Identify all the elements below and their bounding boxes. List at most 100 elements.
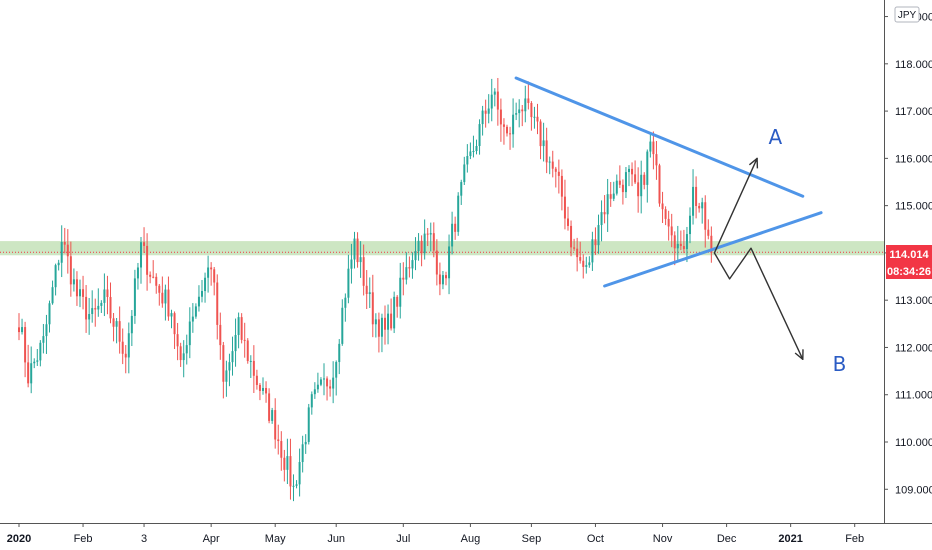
candle-body bbox=[390, 313, 393, 329]
candle bbox=[124, 345, 127, 374]
candle-body bbox=[695, 186, 698, 207]
candle-body bbox=[213, 269, 216, 283]
candle bbox=[201, 279, 203, 303]
candle-body bbox=[634, 174, 637, 183]
candle bbox=[268, 388, 271, 424]
time-tick-label: Nov bbox=[653, 533, 673, 545]
candle-body bbox=[554, 168, 557, 172]
candle bbox=[118, 306, 121, 354]
candle bbox=[219, 312, 222, 360]
candle-body bbox=[274, 410, 277, 440]
candle bbox=[18, 313, 20, 341]
scenario-b-path[interactable] bbox=[713, 247, 804, 360]
candle-body bbox=[563, 196, 566, 219]
candle bbox=[533, 106, 536, 129]
candle-body bbox=[319, 379, 322, 385]
candle-body bbox=[228, 362, 231, 371]
candle bbox=[591, 231, 594, 271]
candle bbox=[185, 334, 188, 365]
currency-badge-box bbox=[894, 6, 920, 23]
candle bbox=[350, 243, 353, 284]
candle bbox=[301, 435, 304, 473]
candle bbox=[66, 229, 69, 274]
candle bbox=[374, 313, 377, 338]
candle-body bbox=[121, 341, 124, 354]
candle bbox=[194, 303, 197, 319]
candle bbox=[225, 360, 228, 397]
time-tick-label: Sep bbox=[522, 533, 542, 545]
candle bbox=[640, 160, 643, 214]
candle-body bbox=[512, 114, 515, 135]
candle bbox=[173, 311, 176, 350]
candle-body bbox=[173, 313, 176, 335]
candle bbox=[695, 176, 698, 219]
candle bbox=[420, 235, 423, 267]
candle bbox=[265, 381, 268, 403]
drawings-layer[interactable]: AB bbox=[514, 76, 847, 376]
candle bbox=[551, 150, 554, 178]
triangle-upper-trendline[interactable] bbox=[514, 76, 805, 198]
candle bbox=[579, 241, 582, 264]
candle bbox=[515, 102, 518, 121]
candle-body bbox=[682, 246, 685, 250]
candle bbox=[197, 285, 200, 312]
candle-body bbox=[353, 238, 356, 260]
candle-body bbox=[201, 291, 203, 297]
candle bbox=[155, 273, 158, 294]
candle-body bbox=[329, 386, 332, 389]
candle-body bbox=[469, 151, 472, 157]
candle-body bbox=[588, 262, 591, 266]
candle bbox=[127, 322, 130, 374]
candle-body bbox=[231, 351, 234, 363]
candle bbox=[323, 363, 325, 396]
candle bbox=[582, 254, 585, 279]
scenario-a-path[interactable] bbox=[713, 157, 758, 254]
candle bbox=[667, 210, 670, 241]
candle-body bbox=[146, 245, 149, 275]
candle bbox=[411, 252, 414, 279]
candle bbox=[140, 236, 142, 284]
candle bbox=[27, 344, 30, 388]
time-tick-label: Feb bbox=[74, 533, 93, 545]
scenario-label-b: B bbox=[833, 352, 847, 376]
candle-body bbox=[292, 485, 295, 487]
candle-body bbox=[63, 241, 66, 245]
candle-body bbox=[36, 360, 39, 362]
candle-body bbox=[643, 174, 646, 185]
candle bbox=[79, 279, 81, 308]
candle-body bbox=[591, 239, 594, 263]
scenario-a-arrowhead bbox=[748, 157, 759, 169]
candle-body bbox=[219, 324, 222, 346]
candle-body bbox=[298, 462, 301, 485]
candle bbox=[405, 252, 408, 285]
last-price-value: 114.014 bbox=[889, 249, 929, 261]
candle-body bbox=[158, 285, 161, 293]
candle bbox=[271, 407, 274, 424]
candle-body bbox=[481, 110, 484, 125]
candle-body bbox=[155, 276, 158, 286]
candle-body bbox=[432, 233, 435, 251]
candle-body bbox=[54, 265, 57, 288]
candle bbox=[243, 322, 246, 358]
candle-body bbox=[307, 407, 310, 442]
candle-body bbox=[414, 251, 417, 261]
candle-body bbox=[637, 182, 640, 197]
candle-body bbox=[45, 324, 48, 337]
candle bbox=[567, 206, 569, 231]
candle-body bbox=[518, 109, 521, 114]
candle-body bbox=[582, 260, 585, 267]
candle bbox=[222, 341, 225, 399]
candle-body bbox=[75, 279, 78, 297]
candle-body bbox=[240, 317, 243, 340]
candle bbox=[298, 448, 301, 497]
candle-body bbox=[69, 256, 72, 285]
candle-body bbox=[445, 275, 447, 279]
candle bbox=[466, 144, 469, 173]
candle-body bbox=[423, 233, 426, 254]
candle-body bbox=[380, 317, 383, 337]
triangle-lower-trendline[interactable] bbox=[603, 211, 823, 288]
time-axis[interactable]: 2020 Feb 3 Apr May Jun Jul Aug Sep Oct Nov Dec 2021 F… bbox=[0, 523, 932, 545]
candle bbox=[63, 227, 66, 254]
candle bbox=[612, 181, 615, 202]
